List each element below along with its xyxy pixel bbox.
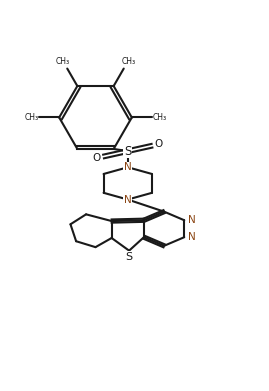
Text: CH₃: CH₃ [24,113,38,122]
Text: N: N [188,215,196,225]
Text: O: O [92,153,100,163]
Text: N: N [188,232,196,242]
Text: N: N [124,162,132,172]
Text: CH₃: CH₃ [55,57,69,66]
Text: CH₃: CH₃ [122,57,136,66]
Text: CH₃: CH₃ [153,113,167,122]
Text: N: N [124,195,132,204]
Text: S: S [124,145,132,158]
Text: O: O [155,139,163,149]
Text: S: S [126,251,133,262]
